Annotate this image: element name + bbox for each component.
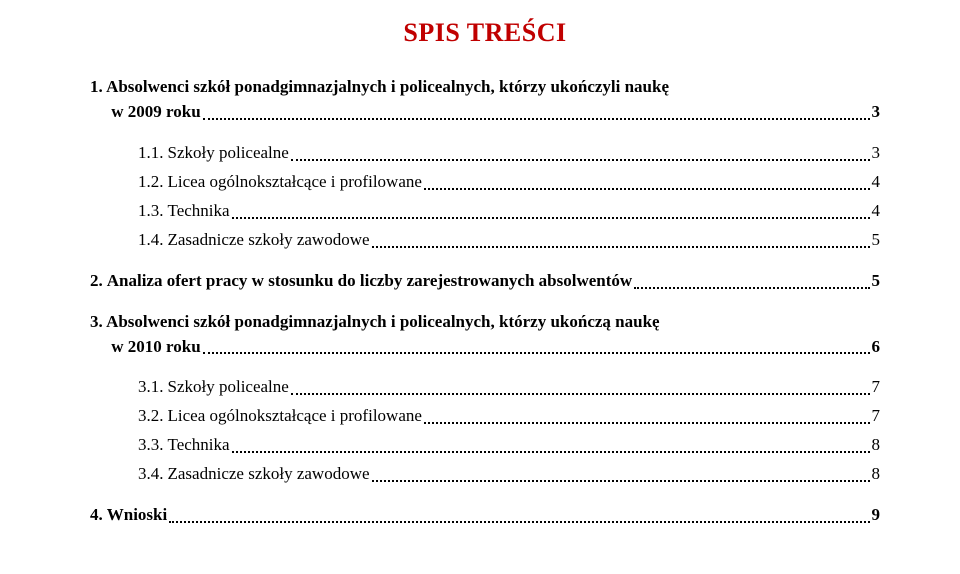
toc-leader-dots	[169, 521, 869, 523]
toc-entry-heading-line1: 1. Absolwenci szkół ponadgimnazjalnych i…	[90, 76, 880, 99]
toc-entry-text: Zasadnicze szkoły zawodowe	[168, 463, 370, 486]
toc-entry-text: Szkoły policealne	[168, 376, 289, 399]
toc-leader-dots	[232, 217, 870, 219]
toc-leader-dots	[424, 188, 870, 190]
toc-entry-text: Wnioski	[107, 504, 167, 527]
toc-entry-heading: 4. Wnioski 9	[90, 504, 880, 527]
toc-page-number: 9	[872, 504, 881, 527]
toc-leader-dots	[372, 246, 870, 248]
toc-page-number: 5	[872, 229, 881, 252]
toc-leader-dots	[203, 118, 870, 120]
toc-entry-text: Licea ogólnokształcące i profilowane	[168, 405, 422, 428]
toc-page-number: 3	[872, 142, 881, 165]
toc-page-number: 5	[872, 270, 881, 293]
toc-section-2: 2. Analiza ofert pracy w stosunku do lic…	[90, 270, 880, 293]
toc-subentry: 1.2. Licea ogólnokształcące i profilowan…	[138, 171, 880, 194]
toc-entry-heading-line2: w 2009 roku 3	[90, 101, 880, 124]
toc-subsection-group-3: 3.1. Szkoły policealne 7 3.2. Licea ogól…	[90, 376, 880, 486]
toc-leader-dots	[203, 352, 870, 354]
toc-page-number: 4	[872, 200, 881, 223]
toc-entry-heading-line1: 3. Absolwenci szkół ponadgimnazjalnych i…	[90, 311, 880, 334]
toc-entry-text: Absolwenci szkół ponadgimnazjalnych i po…	[106, 77, 669, 96]
toc-entry-number: 2.	[90, 270, 103, 293]
toc-section-3: 3. Absolwenci szkół ponadgimnazjalnych i…	[90, 311, 880, 359]
toc-entry-indent	[90, 336, 111, 359]
toc-subentry: 1.4. Zasadnicze szkoły zawodowe 5	[138, 229, 880, 252]
toc-entry-number: 4.	[90, 504, 103, 527]
toc-entry-text: Absolwenci szkół ponadgimnazjalnych i po…	[106, 312, 660, 331]
toc-entry-number: 1.1.	[138, 142, 164, 165]
toc-entry-text: w 2009 roku	[111, 101, 200, 124]
toc-entry-heading-line2: w 2010 roku 6	[90, 336, 880, 359]
toc-entry-number: 1.4.	[138, 229, 164, 252]
toc-entry-text: w 2010 roku	[111, 336, 200, 359]
toc-entry-number: 1.2.	[138, 171, 164, 194]
toc-entry-indent	[90, 101, 111, 124]
page: SPIS TREŚCI 1. Absolwenci szkół ponadgim…	[0, 0, 960, 527]
toc-leader-dots	[291, 159, 870, 161]
toc-section-4: 4. Wnioski 9	[90, 504, 880, 527]
toc-subentry: 3.2. Licea ogólnokształcące i profilowan…	[138, 405, 880, 428]
toc-title: SPIS TREŚCI	[90, 18, 880, 48]
toc-page-number: 7	[872, 405, 881, 428]
toc-page-number: 4	[872, 171, 881, 194]
toc-page-number: 3	[872, 101, 881, 124]
toc-leader-dots	[291, 393, 870, 395]
toc-entry-text: Szkoły policealne	[168, 142, 289, 165]
toc-subentry: 1.1. Szkoły policealne 3	[138, 142, 880, 165]
toc-subsection-group-1: 1.1. Szkoły policealne 3 1.2. Licea ogól…	[90, 142, 880, 252]
toc-entry-text: Licea ogólnokształcące i profilowane	[168, 171, 422, 194]
toc-entry-number: 3.2.	[138, 405, 164, 428]
toc-leader-dots	[372, 480, 870, 482]
toc-subentry: 3.1. Szkoły policealne 7	[138, 376, 880, 399]
toc-entry-number: 3.1.	[138, 376, 164, 399]
toc-page-number: 8	[872, 463, 881, 486]
toc-entry-number: 3.3.	[138, 434, 164, 457]
toc-subentry: 3.3. Technika 8	[138, 434, 880, 457]
toc-entry-number: 3.4.	[138, 463, 164, 486]
toc-entry-text: Technika	[168, 434, 230, 457]
toc-entry-text: Analiza ofert pracy w stosunku do liczby…	[107, 270, 632, 293]
toc-entry-number: 1.3.	[138, 200, 164, 223]
toc-page-number: 6	[872, 336, 881, 359]
toc-entry-number: 3.	[90, 312, 103, 331]
toc-entry-text: Technika	[168, 200, 230, 223]
toc-entry-text: Zasadnicze szkoły zawodowe	[168, 229, 370, 252]
toc-section-1: 1. Absolwenci szkół ponadgimnazjalnych i…	[90, 76, 880, 124]
toc-page-number: 7	[872, 376, 881, 399]
toc-leader-dots	[424, 422, 870, 424]
toc-subentry: 3.4. Zasadnicze szkoły zawodowe 8	[138, 463, 880, 486]
toc-leader-dots	[232, 451, 870, 453]
toc-entry-heading: 2. Analiza ofert pracy w stosunku do lic…	[90, 270, 880, 293]
toc-subentry: 1.3. Technika 4	[138, 200, 880, 223]
toc-leader-dots	[634, 287, 869, 289]
toc-page-number: 8	[872, 434, 881, 457]
toc-entry-number: 1.	[90, 77, 103, 96]
